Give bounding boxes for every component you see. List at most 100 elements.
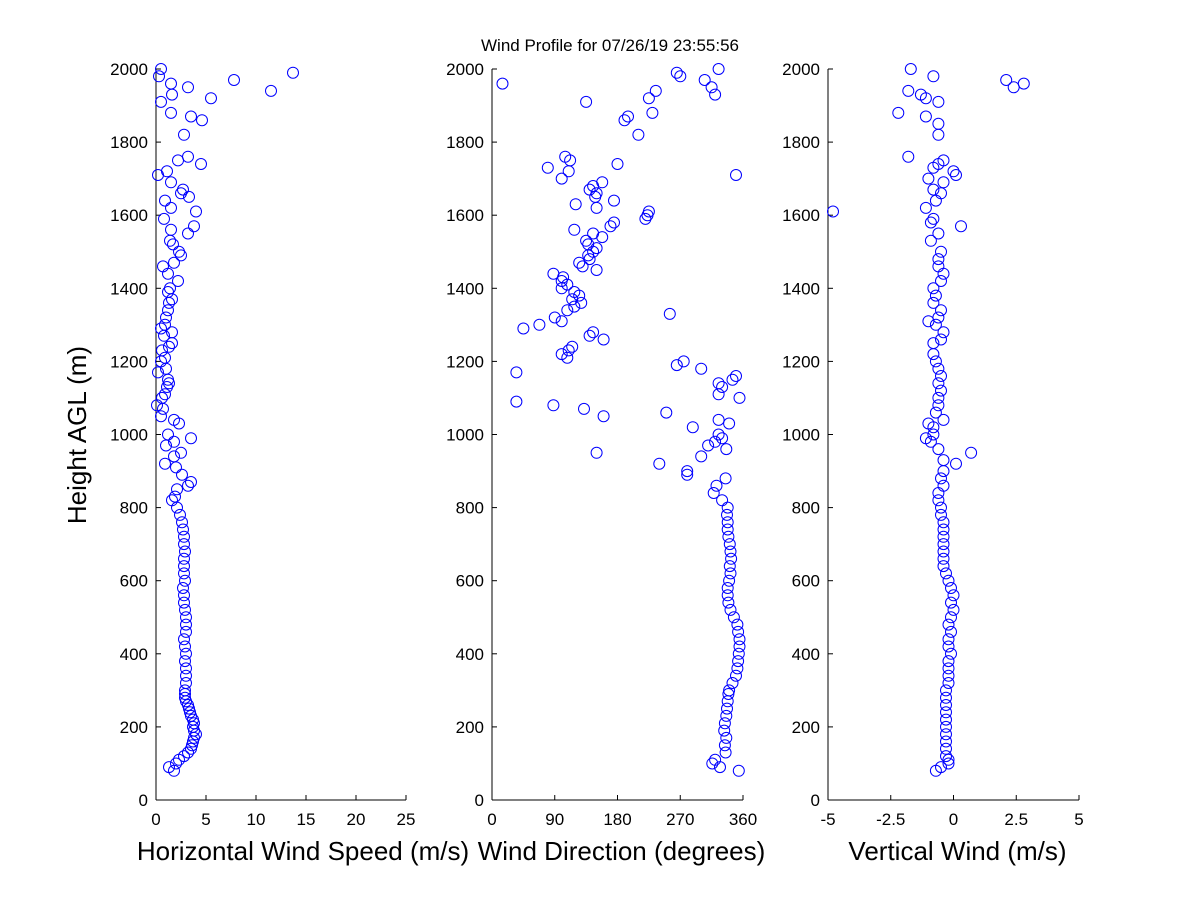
x-tick-label: 10 [247, 810, 266, 829]
data-point [168, 256, 180, 269]
data-point [940, 713, 952, 726]
data-point [156, 391, 168, 404]
data-point [935, 304, 947, 317]
x-tick-label: 0 [949, 810, 958, 829]
data-point [163, 340, 175, 353]
data-point [950, 169, 962, 181]
data-point [709, 88, 722, 101]
data-point [496, 77, 509, 90]
data-point [935, 333, 947, 346]
data-point [228, 74, 240, 86]
data-point [168, 435, 180, 448]
data-point [171, 501, 183, 514]
data-point [725, 552, 738, 565]
data-point [177, 523, 189, 536]
data-point [922, 417, 935, 430]
data-point [702, 439, 715, 452]
data-point [1017, 77, 1030, 90]
y-tick-label: 1800 [782, 133, 820, 152]
data-point [935, 187, 947, 200]
data-point [927, 428, 940, 441]
data-point [722, 530, 735, 543]
data-point [179, 655, 191, 668]
data-point [695, 450, 708, 463]
data-point [185, 432, 197, 445]
data-point [195, 158, 207, 170]
data-point [151, 399, 163, 412]
data-point [932, 260, 945, 273]
data-point [573, 289, 586, 302]
data-point [721, 582, 734, 594]
data-point [597, 410, 610, 423]
data-point [929, 194, 942, 207]
y-tick-label: 1600 [782, 206, 820, 225]
data-point [590, 264, 603, 276]
data-point [580, 234, 593, 247]
data-point [723, 560, 736, 573]
data-point [182, 479, 194, 492]
y-tick-label: 1600 [446, 206, 484, 225]
data-point [937, 413, 950, 426]
y-axis-label: Height AGL (m) [62, 346, 92, 524]
data-point [176, 516, 188, 529]
chart-title: Wind Profile for 07/26/19 23:55:56 [481, 36, 739, 55]
data-point [718, 724, 731, 737]
data-point [937, 516, 950, 529]
data-point [712, 63, 725, 75]
data-point [716, 494, 729, 507]
data-point [547, 267, 560, 280]
data-point [559, 150, 572, 163]
data-point [927, 212, 940, 225]
data-point [937, 465, 950, 478]
data-point [904, 63, 917, 75]
y-tick-label: 1000 [446, 426, 484, 445]
y-tick-label: 600 [120, 572, 148, 591]
data-point [940, 720, 952, 733]
data-point [178, 560, 190, 573]
data-point [940, 684, 952, 697]
data-point [945, 596, 957, 609]
y-tick-label: 0 [811, 791, 820, 810]
data-point [178, 750, 190, 763]
data-point [166, 326, 178, 339]
x-axis-label: Wind Direction (degrees) [478, 836, 766, 866]
y-tick-label: 800 [456, 499, 484, 518]
y-tick-label: 1400 [110, 279, 148, 298]
data-point [932, 311, 945, 324]
data-point [722, 596, 735, 609]
data-point [942, 753, 955, 766]
data-point [937, 545, 950, 558]
y-tick-label: 600 [792, 572, 820, 591]
data-point [945, 625, 957, 638]
data-point [935, 370, 947, 382]
data-point [548, 311, 561, 324]
data-point [205, 92, 217, 105]
y-tick-label: 400 [456, 645, 484, 664]
data-point [583, 183, 596, 196]
data-point [937, 326, 950, 339]
y-tick-label: 400 [792, 645, 820, 664]
data-point [153, 70, 165, 83]
x-tick-label: 15 [297, 810, 316, 829]
data-point [162, 267, 174, 280]
data-point [178, 596, 190, 609]
y-tick-label: 2000 [446, 60, 484, 79]
data-point [587, 227, 600, 240]
data-point [165, 77, 177, 90]
data-point [935, 472, 947, 485]
data-point [730, 669, 742, 682]
data-point [180, 669, 192, 682]
data-point [712, 388, 725, 401]
data-point [157, 402, 169, 415]
data-point [182, 227, 194, 240]
x-tick-label: -2.5 [876, 810, 905, 829]
data-point [942, 669, 955, 682]
data-point [940, 735, 952, 748]
data-point [566, 340, 579, 353]
data-point [642, 92, 655, 105]
data-point [942, 633, 955, 646]
data-point [180, 625, 192, 638]
data-point [159, 457, 171, 470]
x-axis-label: Vertical Wind (m/s) [848, 836, 1066, 866]
